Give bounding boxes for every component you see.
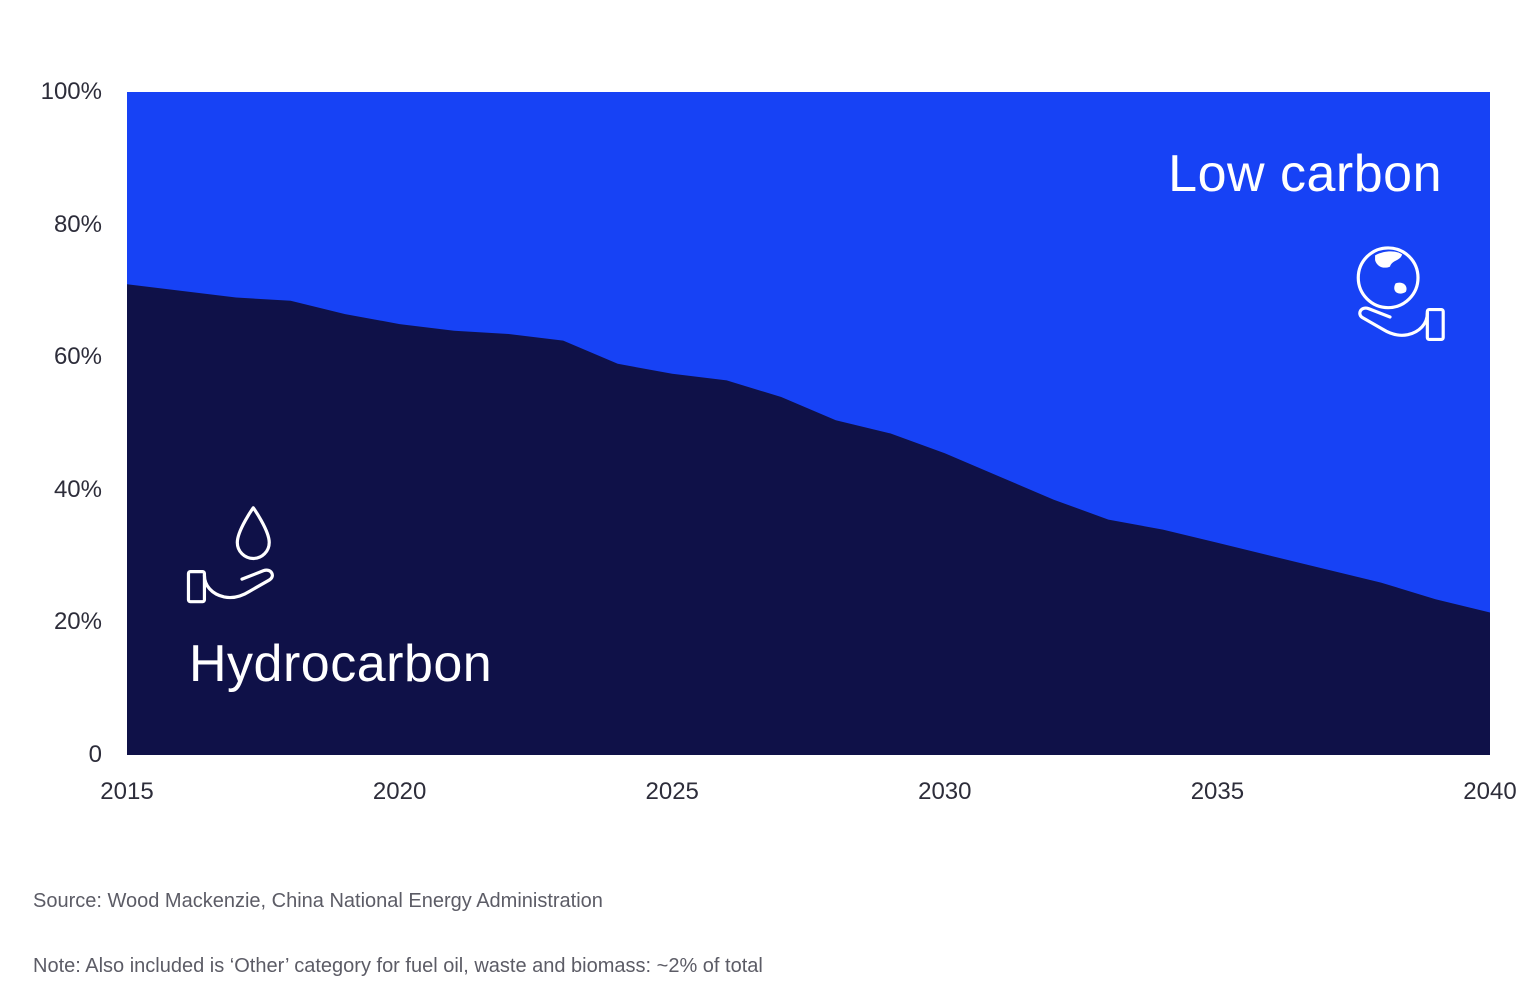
x-tick-label: 2035 — [1190, 778, 1245, 805]
y-tick-label: 80% — [53, 210, 102, 238]
hand-holding-droplet-icon — [183, 504, 301, 612]
area-chart-svg — [127, 284, 1490, 755]
x-axis: 2015 2020 2025 2030 2035 2040 — [100, 778, 1516, 818]
hydrocarbon-label: Hydrocarbon — [189, 635, 493, 693]
y-tick-label: 40% — [53, 475, 102, 503]
y-tick-label: 100% — [40, 78, 102, 105]
x-tick-label: 2015 — [100, 778, 154, 805]
x-tick-label: 2040 — [1463, 778, 1517, 805]
hydrocarbon-area — [127, 284, 1490, 755]
y-tick-label: 0 — [88, 741, 102, 768]
plot-area: Low carbon Hydrocarbon — [127, 92, 1490, 755]
x-tick-label: 2030 — [918, 778, 972, 805]
x-tick-label: 2020 — [372, 778, 427, 805]
y-tick-label: 60% — [53, 343, 102, 371]
note-text: Note: Also included is ‘Other’ category … — [33, 955, 763, 977]
hand-holding-globe-icon — [1334, 242, 1446, 350]
source-text: Source: Wood Mackenzie, China National E… — [33, 890, 603, 912]
low-carbon-label: Low carbon — [1168, 145, 1442, 203]
y-tick-label: 20% — [53, 608, 102, 636]
y-axis: 100% 80% 60% 40% 20% 0 — [0, 78, 110, 768]
x-tick-label: 2025 — [645, 778, 699, 805]
